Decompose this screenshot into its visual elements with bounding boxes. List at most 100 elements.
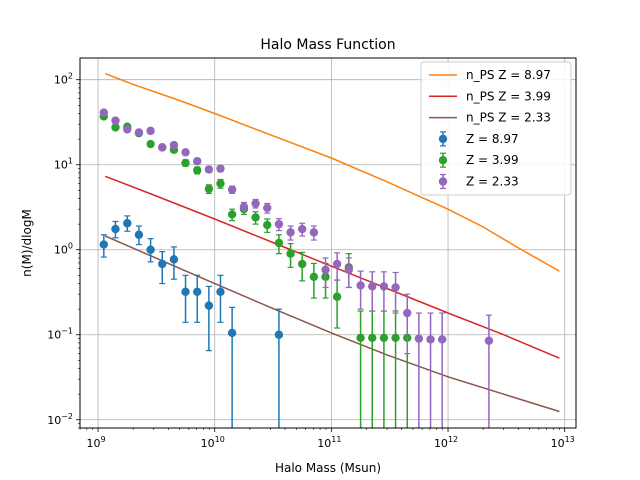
y-tick-base: 10: [54, 244, 68, 257]
y-tick-exponent: 0: [68, 242, 73, 251]
x-tick-base: 10: [201, 437, 215, 450]
data-point: [426, 335, 435, 344]
x-tick-label: 109: [87, 435, 106, 450]
data-point: [123, 125, 132, 134]
data-point: [286, 228, 295, 237]
data-point: [297, 224, 307, 234]
data-point: [181, 158, 190, 168]
data-point: [484, 336, 494, 345]
data-point: [274, 238, 284, 248]
data-point: [414, 334, 424, 343]
x-tick-exponent: 11: [331, 435, 341, 444]
series-group-2: [99, 112, 412, 428]
model-line-2: [104, 175, 560, 359]
y-tick-base: 10: [54, 159, 68, 172]
y-tick-exponent: −1: [61, 327, 73, 336]
plot-frame: [79, 57, 577, 429]
data-point: [251, 199, 260, 208]
data-point: [356, 281, 365, 290]
legend-label: Z = 8.97: [466, 132, 519, 146]
y-tick-label: 10−2: [47, 412, 73, 427]
data-point: [158, 143, 167, 152]
y-tick-label: 101: [54, 157, 73, 172]
data-point: [204, 165, 214, 174]
legend-marker-swatch: [438, 134, 448, 144]
x-tick-exponent: 9: [101, 435, 106, 444]
data-point: [181, 148, 190, 157]
x-tick-exponent: 13: [565, 435, 575, 444]
data-point: [251, 213, 260, 222]
data-point: [111, 116, 120, 125]
data-point: [274, 219, 284, 229]
legend-marker-swatch: [438, 177, 448, 186]
data-point: [368, 333, 377, 343]
data-point: [239, 202, 249, 211]
legend-label: n_PS Z = 3.99: [466, 89, 551, 103]
plot-area: [99, 72, 560, 428]
data-point: [227, 328, 237, 338]
y-tick-base: 10: [47, 414, 61, 427]
x-tick-base: 10: [87, 437, 101, 450]
x-axis-label: Halo Mass (Msun): [275, 461, 381, 475]
data-point: [99, 240, 109, 249]
y-tick-exponent: 2: [68, 72, 73, 81]
data-point: [146, 139, 155, 149]
data-point: [344, 265, 353, 275]
legend: n_PS Z = 8.97 n_PS Z = 3.99 n_PS Z = 2.33 Z…: [420, 61, 572, 196]
data-point: [169, 255, 179, 264]
legend-marker-swatch: [438, 156, 448, 165]
data-point: [437, 335, 447, 344]
legend-label: n_PS Z = 2.33: [466, 111, 551, 125]
y-tick-base: 10: [54, 74, 68, 87]
legend-label: n_PS Z = 8.97: [466, 68, 551, 82]
x-tick-base: 10: [317, 437, 331, 450]
data-point: [111, 123, 120, 132]
data-point: [274, 330, 284, 339]
data-point: [123, 219, 132, 228]
data-point: [193, 287, 202, 297]
chart-title: Halo Mass Function: [260, 37, 395, 53]
data-point: [181, 287, 190, 297]
data-point: [391, 283, 400, 292]
data-point: [99, 108, 109, 117]
data-point: [216, 179, 225, 188]
data-point: [216, 287, 225, 297]
data-point: [368, 282, 377, 291]
y-tick-exponent: 1: [68, 157, 73, 166]
data-point: [309, 272, 319, 282]
y-tick-base: 10: [47, 329, 61, 342]
data-point: [391, 333, 400, 343]
data-point: [379, 282, 389, 291]
data-point: [169, 140, 179, 150]
y-tick-exponent: −2: [61, 412, 73, 421]
data-point: [403, 308, 412, 318]
x-tick-base: 10: [551, 437, 565, 450]
data-point: [134, 230, 144, 239]
data-point: [263, 220, 272, 230]
x-tick-base: 10: [434, 437, 448, 450]
data-point: [111, 224, 120, 234]
data-point: [158, 259, 167, 269]
data-point: [379, 333, 389, 343]
data-point: [193, 166, 202, 175]
data-point: [332, 292, 342, 301]
data-point: [146, 245, 155, 254]
legend-box: [420, 61, 572, 196]
x-tick-label: 1010: [201, 435, 225, 450]
legend-label: Z = 3.99: [466, 153, 519, 167]
data-point: [227, 210, 237, 219]
data-point: [146, 126, 155, 136]
data-point: [332, 259, 342, 269]
data-point: [193, 156, 202, 166]
x-tick-label: 1011: [317, 435, 341, 450]
x-tick-exponent: 10: [215, 435, 225, 444]
data-point: [204, 301, 214, 310]
y-axis-label: n(M)/dlogM: [20, 209, 34, 277]
data-point: [321, 265, 330, 275]
y-tick-label: 10−1: [47, 327, 73, 342]
data-point: [297, 259, 307, 269]
data-point: [227, 185, 237, 194]
data-point: [204, 184, 214, 194]
